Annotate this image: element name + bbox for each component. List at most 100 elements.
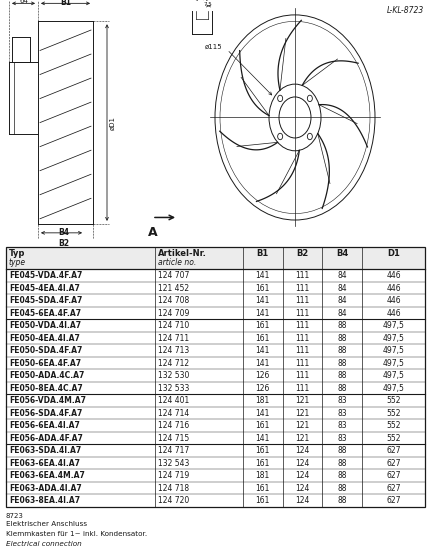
Text: 627: 627: [387, 496, 401, 505]
Text: FE045-VDA.4F.A7: FE045-VDA.4F.A7: [9, 271, 82, 280]
Text: Typ: Typ: [9, 249, 25, 258]
Text: 497,5: 497,5: [383, 371, 405, 380]
Text: 88: 88: [338, 346, 347, 355]
Text: 141: 141: [255, 433, 270, 443]
Text: FE050-ADA.4C.A7: FE050-ADA.4C.A7: [9, 371, 85, 380]
Text: 121: 121: [295, 409, 310, 417]
Text: 124: 124: [295, 471, 310, 480]
Text: ø115: ø115: [205, 44, 223, 50]
Text: 446: 446: [386, 283, 401, 293]
Text: 124 709: 124 709: [158, 309, 189, 317]
Text: 446: 446: [386, 271, 401, 280]
Text: 124: 124: [295, 459, 310, 468]
Text: 124 715: 124 715: [158, 433, 189, 443]
Text: 84: 84: [338, 296, 347, 305]
Text: B1: B1: [257, 249, 269, 258]
Text: FE050-8EA.4C.A7: FE050-8EA.4C.A7: [9, 383, 83, 393]
Text: 83: 83: [338, 409, 347, 417]
Text: FE063-6EA.4I.A7: FE063-6EA.4I.A7: [9, 459, 80, 468]
Text: 141: 141: [255, 409, 270, 417]
Text: 124 716: 124 716: [158, 421, 189, 430]
Text: 124 707: 124 707: [158, 271, 189, 280]
Text: 497,5: 497,5: [383, 383, 405, 393]
Text: 111: 111: [295, 296, 310, 305]
Text: 161: 161: [255, 321, 270, 330]
Circle shape: [307, 133, 312, 140]
Text: 627: 627: [387, 483, 401, 492]
Text: FE056-ADA.4F.A7: FE056-ADA.4F.A7: [9, 433, 83, 443]
Text: 181: 181: [256, 396, 270, 405]
Text: 121: 121: [295, 433, 310, 443]
Text: 124 718: 124 718: [158, 483, 189, 492]
Text: 8723: 8723: [6, 513, 24, 519]
Text: 132 543: 132 543: [158, 459, 189, 468]
Text: 7,5: 7,5: [204, 2, 212, 7]
Bar: [6, 248, 425, 507]
Text: 88: 88: [338, 459, 347, 468]
Text: 64: 64: [19, 0, 28, 4]
Text: FE063-SDA.4I.A7: FE063-SDA.4I.A7: [9, 446, 81, 455]
Text: D1: D1: [387, 249, 400, 258]
Text: 446: 446: [386, 296, 401, 305]
Text: 141: 141: [255, 271, 270, 280]
Text: B1: B1: [60, 0, 71, 7]
Text: 124 719: 124 719: [158, 471, 189, 480]
Text: 124 713: 124 713: [158, 346, 189, 355]
Circle shape: [278, 95, 283, 102]
Text: 124 711: 124 711: [158, 333, 189, 343]
Text: 88: 88: [338, 496, 347, 505]
Text: FE063-ADA.4I.A7: FE063-ADA.4I.A7: [9, 483, 82, 492]
Text: 88: 88: [338, 333, 347, 343]
Text: 161: 161: [255, 333, 270, 343]
Text: B2: B2: [58, 239, 69, 248]
Text: 124: 124: [295, 446, 310, 455]
Text: 88: 88: [338, 446, 347, 455]
Text: 88: 88: [338, 371, 347, 380]
Text: 88: 88: [338, 359, 347, 367]
Text: FE056-VDA.4M.A7: FE056-VDA.4M.A7: [9, 396, 86, 405]
Text: 83: 83: [338, 421, 347, 430]
Text: B4: B4: [58, 228, 69, 236]
Text: 88: 88: [338, 383, 347, 393]
Text: 88: 88: [338, 471, 347, 480]
Text: 111: 111: [295, 383, 310, 393]
Text: 497,5: 497,5: [383, 359, 405, 367]
Text: FE045-6EA.4F.A7: FE045-6EA.4F.A7: [9, 309, 81, 317]
Text: 124 710: 124 710: [158, 321, 189, 330]
Text: 84: 84: [338, 283, 347, 293]
Text: 121: 121: [295, 396, 310, 405]
Text: 124 712: 124 712: [158, 359, 189, 367]
Text: 161: 161: [255, 446, 270, 455]
Text: 15,5: 15,5: [196, 0, 208, 1]
Text: øD1: øD1: [110, 116, 116, 130]
Text: article no.: article no.: [158, 258, 196, 267]
Text: 124 714: 124 714: [158, 409, 189, 417]
Text: 124 401: 124 401: [158, 396, 189, 405]
Text: 552: 552: [387, 421, 401, 430]
Text: 111: 111: [295, 271, 310, 280]
Text: 111: 111: [295, 371, 310, 380]
Text: B4: B4: [336, 249, 348, 258]
Text: 111: 111: [295, 283, 310, 293]
Text: L-KL-8723: L-KL-8723: [387, 7, 424, 15]
Text: 83: 83: [338, 396, 347, 405]
Text: 141: 141: [255, 309, 270, 317]
Text: 497,5: 497,5: [383, 333, 405, 343]
Text: 161: 161: [255, 283, 270, 293]
Text: FE050-6EA.4F.A7: FE050-6EA.4F.A7: [9, 359, 81, 367]
Text: 126: 126: [255, 371, 270, 380]
Text: FE056-SDA.4F.A7: FE056-SDA.4F.A7: [9, 409, 82, 417]
Text: 627: 627: [387, 471, 401, 480]
Text: 88: 88: [338, 321, 347, 330]
Text: 83: 83: [338, 433, 347, 443]
Text: 627: 627: [387, 459, 401, 468]
Text: FE063-8EA.4I.A7: FE063-8EA.4I.A7: [9, 496, 80, 505]
Bar: [6, 248, 425, 270]
Text: FE063-6EA.4M.A7: FE063-6EA.4M.A7: [9, 471, 85, 480]
Text: type: type: [9, 258, 26, 267]
Circle shape: [278, 133, 283, 140]
Text: 132 533: 132 533: [158, 383, 189, 393]
Text: 84: 84: [338, 309, 347, 317]
Text: 141: 141: [255, 296, 270, 305]
Text: FE045-SDA.4F.A7: FE045-SDA.4F.A7: [9, 296, 82, 305]
